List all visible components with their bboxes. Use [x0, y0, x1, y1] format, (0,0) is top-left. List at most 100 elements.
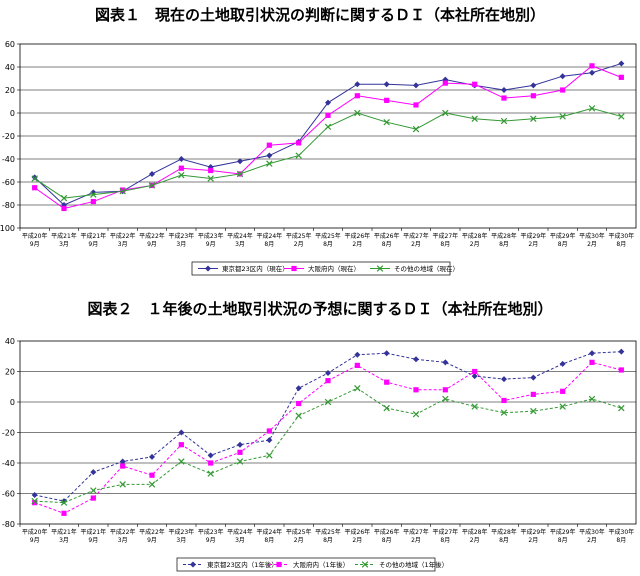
- chart1-point-2: [530, 115, 537, 122]
- chart2-point-1: [296, 400, 302, 407]
- chart1-x-tick-label-year: 平成26年: [345, 232, 371, 240]
- chart2-point-0: [413, 356, 419, 363]
- chart2-x-tick-label-month: 3月: [235, 537, 245, 544]
- chart2-legend-label-1: 大阪府内（1年後）: [293, 560, 349, 569]
- chart1-x-tick-label-year: 平成30年: [579, 232, 605, 240]
- chart2-point-1: [442, 387, 448, 393]
- chart1-x-tick-label-month: 8月: [499, 241, 509, 248]
- chart1-x-tick-label-month: 2月: [411, 241, 421, 248]
- chart2-x-tick-label-month: 2月: [587, 537, 597, 544]
- chart1-x-tick-label-month: 8月: [382, 241, 392, 248]
- chart2-x-tick-label-month: 8月: [499, 537, 509, 544]
- chart2-point-1: [237, 449, 243, 455]
- chart1-point-0: [325, 99, 331, 106]
- chart1-x-tick-label-month: 3月: [235, 241, 245, 248]
- chart1-x-tick-label-month: 8月: [440, 241, 450, 248]
- chart2-point-1: [61, 510, 67, 516]
- chart1-point-2: [266, 160, 273, 167]
- chart2-x-tick-label-month: 9月: [30, 537, 40, 544]
- chart2-point-1: [354, 362, 360, 368]
- chart1-y-tick-label: 20: [5, 86, 15, 95]
- chart2-point-0: [90, 469, 97, 476]
- chart2-series-line-2: [34, 387, 622, 504]
- chart1-title: 図表１ 現在の土地取引状況の判断に関するＤＩ（本社所在地別）: [94, 6, 545, 24]
- chart1-y-tick-label: -100: [0, 224, 15, 233]
- chart1-point-0: [354, 81, 361, 88]
- chart1-point-0: [178, 156, 185, 162]
- chart2-point-0: [354, 351, 361, 358]
- chart1-y-tick-label: -60: [2, 178, 15, 187]
- chart1-point-1: [266, 142, 272, 148]
- chart2-x-tick-label-year: 平成24年: [257, 528, 283, 536]
- chart2-x-tick-label-month: 2月: [352, 537, 362, 544]
- chart1-y-tick-label: 60: [5, 40, 15, 49]
- chart1-x-tick-label-month: 3月: [118, 241, 128, 248]
- chart2-point-1: [560, 388, 566, 394]
- chart1-x-tick-label-month: 3月: [176, 241, 186, 248]
- chart2-title: 図表２ １年後の土地取引状況の予想に関するＤＩ（本社所在地別）: [87, 300, 553, 318]
- chart1-point-0: [237, 158, 243, 165]
- chart2-point-2: [588, 395, 596, 403]
- chart1-point-0: [31, 174, 38, 181]
- chart2-point-2: [618, 404, 625, 412]
- chart2-x-tick-label-month: 3月: [176, 537, 186, 544]
- chart1-point-1: [589, 63, 595, 69]
- chart2-x-tick-label-month: 9月: [147, 537, 157, 544]
- chart1-point-0: [149, 170, 155, 177]
- chart1-x-tick-label-month: 9月: [30, 241, 40, 248]
- chart2-legend: [176, 557, 436, 572]
- chart2-x-tick-label-year: 平成27年: [433, 528, 459, 536]
- chart2-x-tick-label-month: 3月: [118, 537, 128, 544]
- chart1-point-2: [354, 109, 361, 117]
- chart2-point-1: [618, 367, 624, 373]
- chart2-point-1: [266, 428, 272, 434]
- chart1-x-tick-label-year: 平成25年: [286, 232, 312, 240]
- chart1-x-tick-label-month: 2月: [470, 241, 480, 248]
- chart1-point-2: [60, 194, 68, 202]
- chart2-series-line-1: [34, 361, 622, 514]
- chart2-point-0: [325, 370, 331, 377]
- chart1-point-2: [500, 117, 508, 125]
- chart1-legend-marker-1: [291, 265, 297, 272]
- chart1-x-tick-label-year: 平成21年: [51, 232, 77, 240]
- chart2-x-tick-label-year: 平成28年: [462, 528, 488, 536]
- chart1-point-0: [618, 60, 625, 67]
- chart2-point-0: [501, 376, 507, 383]
- chart1-x-tick-label-month: 2月: [294, 241, 304, 248]
- chart1-y-tick-label: 40: [5, 63, 15, 72]
- chart1-x-tick-label-month: 8月: [264, 241, 274, 248]
- chart1-x-tick-label-month: 9月: [206, 241, 216, 248]
- chart2-y-tick-label: -80: [2, 520, 15, 529]
- chart2-point-2: [324, 398, 332, 406]
- chart2-x-tick-label-year: 平成21年: [51, 528, 77, 536]
- chart2-legend-marker-2: [361, 561, 369, 568]
- chart2-point-1: [32, 500, 38, 506]
- chart2-point-2: [500, 409, 508, 416]
- chart2-x-tick-label-month: 2月: [470, 537, 480, 544]
- chart1-point-1: [296, 140, 302, 146]
- chart2-point-1: [589, 359, 595, 365]
- chart2-x-tick-label-month: 8月: [558, 537, 568, 544]
- chart1-legend-label-1: 大阪府内（現在）: [308, 264, 360, 273]
- chart1-point-1: [178, 165, 184, 171]
- chart1-point-0: [589, 69, 595, 76]
- chart1-x-tick-label-month: 8月: [323, 241, 333, 248]
- chart2-point-2: [148, 481, 156, 488]
- chart1-point-2: [324, 123, 332, 131]
- chart2-point-0: [31, 492, 38, 499]
- chart1-point-0: [413, 82, 419, 89]
- chart2-y-tick-label: 0: [10, 398, 15, 407]
- chart1-x-tick-label-year: 平成26年: [374, 232, 400, 240]
- chart1-legend-marker-2: [376, 265, 384, 272]
- chart2-x-tick-label-month: 8月: [616, 537, 626, 544]
- chart1-x-tick-label-year: 平成28年: [491, 232, 517, 240]
- chart2-x-tick-label-month: 9月: [88, 537, 98, 544]
- chart1-x-tick-label-month: 9月: [147, 241, 157, 248]
- chart2-x-tick-label-year: 平成22年: [110, 528, 136, 536]
- chart2-x-tick-label-month: 9月: [206, 537, 216, 544]
- chart1-x-tick-label-year: 平成23年: [198, 232, 224, 240]
- chart2-x-tick-label-year: 平成25年: [286, 528, 312, 536]
- chart2-point-0: [471, 373, 478, 380]
- chart2-point-1: [501, 397, 507, 404]
- chart1-y-tick-label: -40: [2, 155, 15, 164]
